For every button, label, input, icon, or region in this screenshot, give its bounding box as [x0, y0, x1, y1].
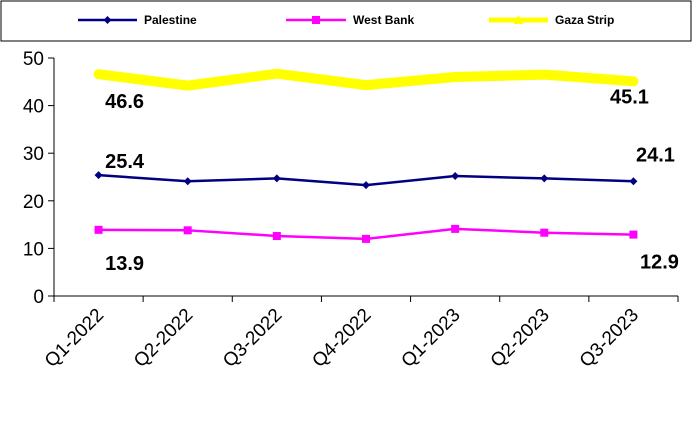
legend-marker-1 — [312, 16, 320, 24]
series-layer — [93, 68, 639, 243]
series-0-point-3 — [362, 181, 370, 190]
y-tick-label-5: 50 — [23, 49, 44, 70]
series-0-point-0 — [94, 171, 103, 180]
series-2-point-4 — [452, 74, 459, 80]
data-labels: 46.6 45.1 25.4 24.1 13.9 12.9 — [105, 86, 679, 275]
x-tick-label-3: Q4-2022 — [308, 305, 375, 372]
series-2-point-5 — [541, 71, 548, 78]
legend-entry-2: Gaza Strip — [555, 13, 614, 27]
legend-entry-0: Palestine — [144, 13, 197, 27]
x-tick-label-2: Q3-2022 — [219, 305, 286, 372]
x-tick-label-1: Q2-2022 — [130, 305, 197, 372]
series-1-point-6 — [629, 230, 638, 239]
series-1-point-3 — [362, 234, 370, 243]
y-tick-label-0: 0 — [33, 287, 44, 308]
series-0-point-2 — [272, 174, 281, 183]
y-tick-label-4: 40 — [23, 97, 44, 118]
data-label-0: 46.6 — [105, 91, 144, 113]
y-tick-label-1: 10 — [23, 239, 44, 260]
series-0-point-1 — [183, 177, 192, 186]
legend-entry-1: West Bank — [353, 13, 414, 27]
x-tick-label-4: Q1-2023 — [398, 305, 465, 372]
series-0-point-6 — [629, 177, 638, 186]
series-2-point-3 — [363, 82, 369, 88]
data-label-3: 24.1 — [636, 144, 675, 166]
legend-marker-0 — [103, 16, 112, 24]
data-label-1: 45.1 — [610, 86, 649, 108]
series-0-point-4 — [451, 172, 460, 181]
series-1-point-5 — [540, 228, 549, 237]
data-label-2: 25.4 — [105, 151, 145, 173]
x-tick-label-5: Q2-2023 — [487, 305, 554, 372]
series-2-point-0 — [95, 71, 102, 77]
series-2-point-6 — [630, 78, 637, 84]
series-1-point-1 — [183, 226, 192, 235]
x-tick-label-6: Q3-2023 — [576, 305, 643, 372]
legend-marker-2 — [513, 15, 524, 24]
y-tick-label-3: 30 — [23, 144, 44, 165]
data-label-5: 12.9 — [640, 252, 679, 274]
y-tick-label-2: 20 — [23, 192, 44, 213]
legend: Palestine West Bank Gaza Strip — [0, 0, 692, 42]
series-1-point-0 — [94, 225, 103, 234]
x-tick-label-0: Q1-2022 — [41, 305, 108, 372]
series-2-point-2 — [273, 70, 280, 77]
series-2-point-1 — [184, 82, 191, 89]
series-1-point-4 — [451, 224, 460, 233]
series-0-point-5 — [540, 174, 549, 183]
series-1-point-2 — [272, 232, 281, 241]
data-label-4: 13.9 — [105, 253, 144, 275]
